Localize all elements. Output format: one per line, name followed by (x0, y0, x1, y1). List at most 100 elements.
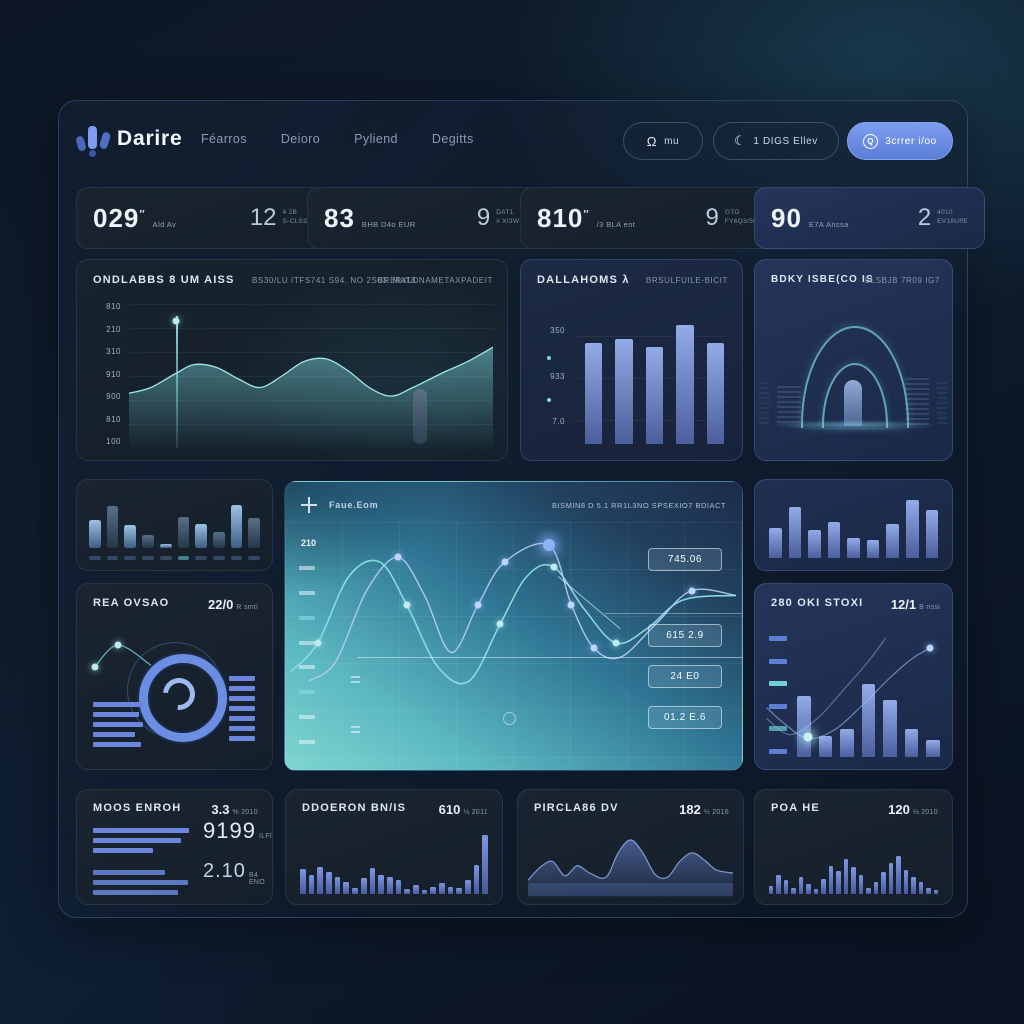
primary-action-button[interactable]: Q 3crrer i/oo (847, 122, 953, 160)
hbar (229, 736, 255, 741)
stoxx-card-value: 12/1 B nssi (890, 597, 940, 612)
bar (813, 888, 819, 894)
nav-item-1[interactable]: Féarros (201, 132, 247, 146)
poa-card[interactable]: POA HE 120 ⅛ 2010 (754, 789, 953, 905)
dash (177, 556, 190, 560)
bar (447, 886, 454, 894)
bar (788, 506, 802, 558)
bar (585, 343, 603, 444)
chart-dot (314, 639, 322, 647)
hbar (229, 676, 255, 681)
nav-item-2[interactable]: Deioro (280, 132, 321, 146)
bar (858, 874, 864, 894)
trend-card[interactable]: ONDLABBS 8 UM AISS BS30/LU ITFS741 S94. … (76, 259, 508, 461)
stat-card-2[interactable]: 83 BHB D4o EUR 9 DAT1 # XI3WB (307, 187, 541, 249)
stat-4-main: 90 E7A Anssa (771, 203, 849, 234)
bar (308, 875, 315, 894)
moos-card[interactable]: MOOS ENROH 3.3% 2010 9199 ILFl 2.10 B4 E… (76, 789, 273, 905)
chart-dot (926, 644, 934, 652)
bar (352, 887, 358, 894)
dash (299, 665, 315, 670)
chart-dot (91, 663, 99, 671)
volume-card[interactable]: DALLAHOMS λ BRSULFUILE-BICIT 350 933 7.0 (520, 259, 743, 461)
bar (873, 882, 879, 894)
bar (783, 879, 789, 894)
main-nav: Féarros Deioro Pyliend Degitts (201, 132, 474, 146)
arch-pillar (844, 380, 862, 426)
bar (177, 516, 190, 548)
stat-2-side-value: 9 (476, 204, 491, 231)
building-right (905, 378, 929, 426)
mini-bars-card-right[interactable] (754, 479, 953, 571)
legend-dash (351, 731, 360, 733)
bar (421, 890, 428, 894)
omega-icon: Ω (646, 133, 658, 149)
hbar (93, 880, 188, 885)
bar (808, 530, 821, 558)
gauge-right-bars (229, 676, 255, 741)
bar (482, 835, 489, 894)
dash (212, 556, 225, 560)
trend-card-title: ONDLABBS 8 UM AISS (93, 274, 235, 286)
nav-item-3[interactable]: Pyliend (354, 132, 398, 146)
hbar (229, 716, 255, 721)
chart-dot (394, 553, 402, 561)
tick-label: 810 (106, 414, 121, 424)
flow-card[interactable]: Faue.Eom BISMIN8 D 5.1 RR1L3NO SPSEXIO7 … (284, 481, 743, 771)
bar (317, 866, 324, 894)
pircla-card[interactable]: PIRCLA86 DV 182 ⅓ 2016 (517, 789, 744, 905)
tick-dot (547, 398, 551, 402)
dash (769, 748, 787, 754)
stat-card-4[interactable]: 90 E7A Anssa 2 4010 EV18UffE (754, 187, 985, 249)
moos-bars-2 (93, 870, 193, 895)
digs-button[interactable]: ☾ 1 DIGS Ellev (713, 122, 839, 160)
chart-dot (501, 558, 509, 566)
chart-dot (590, 644, 598, 652)
gauge-card-title: REA OVSAO (93, 597, 170, 609)
moos-title: MOOS ENROH (93, 802, 182, 814)
gauge-left-bars (93, 702, 143, 747)
stat-card-1[interactable]: 029″ Ald Av 12 4 2B S-CLS3d (76, 187, 328, 249)
nav-item-4[interactable]: Degitts (431, 132, 474, 146)
trend-card-meta-1: BS30/LU ITFS741 S94. NO 2S03 3RXLD (252, 276, 420, 285)
stat-1-main: 029″ Ald Av (93, 203, 176, 234)
bar (412, 885, 419, 894)
arch-card[interactable]: BDKY ISBE(CO IS BLSBJB 7R09 IG7 (754, 259, 953, 461)
stoxx-card[interactable]: 280 OKI STOXI 12/1 B nssi (754, 583, 953, 770)
bar (896, 855, 901, 894)
hbar (93, 712, 139, 717)
bar (369, 867, 376, 894)
pircla-plot (528, 824, 733, 898)
flow-card-title: Faue.Eom (329, 500, 379, 510)
poa-bars (769, 830, 939, 894)
stat-3-side-value: 9 (705, 204, 719, 231)
chart-dot (496, 620, 504, 628)
trend-y-axis: 810 210 310 910 900 810 100 (89, 302, 121, 446)
deco-circle (503, 712, 516, 725)
ddoeron-card[interactable]: DDOERON BN/IS 610 ⅛ 2011 (285, 789, 503, 905)
gauge-card[interactable]: REA OVSAO 22/0 R smti (76, 583, 273, 770)
pircla-value: 182 ⅓ 2016 (679, 802, 729, 817)
stat-card-3[interactable]: 810″ /3 BLA ent 9 GTO FY6Q3/5U (520, 187, 775, 249)
omega-button[interactable]: Ω mu (623, 122, 703, 160)
arch-card-title: BDKY ISBE(CO IS (771, 274, 874, 285)
gridline (577, 336, 726, 337)
bar (343, 881, 350, 894)
mini-bars-card-left[interactable] (76, 479, 273, 571)
hbar (229, 706, 255, 711)
bar (706, 343, 725, 444)
stat-3-side: 9 GTO FY6Q3/5U (706, 204, 758, 232)
chart-dot (688, 587, 695, 595)
hbar (93, 848, 153, 853)
bar (776, 874, 781, 894)
ddoeron-title: DDOERON BN/IS (302, 802, 407, 814)
tick-label: 7.0 (552, 417, 565, 426)
bar (212, 531, 225, 548)
stat-1-side-label: 4 2B S-CLS3d (282, 209, 311, 225)
dash (124, 556, 137, 560)
stat-4-side-label: 4010 EV18UffE (937, 209, 968, 225)
bar (404, 889, 410, 894)
stat-3-value: 810″ (537, 202, 590, 233)
arch-base-glow (769, 420, 938, 430)
